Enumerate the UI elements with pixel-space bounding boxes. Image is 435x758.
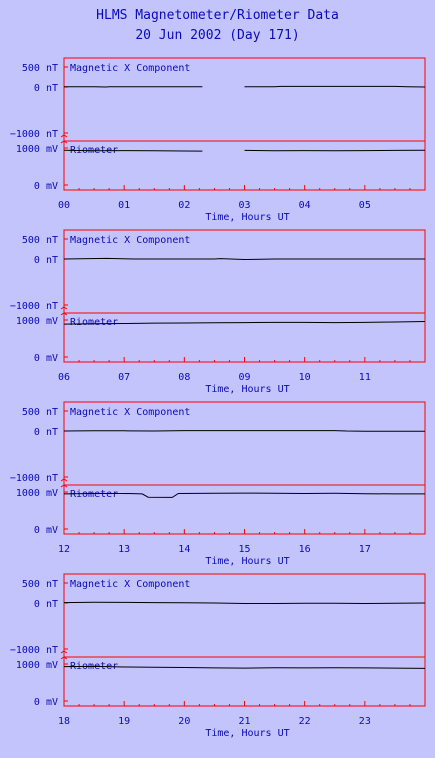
x-tick-label: 20 bbox=[178, 716, 190, 727]
x-tick-label: 10 bbox=[299, 372, 311, 383]
x-axis-label: Time, Hours UT bbox=[205, 212, 289, 223]
x-tick-label: 15 bbox=[238, 544, 250, 555]
riometer-trace bbox=[63, 665, 426, 669]
chart-title: HLMS Magnetometer/Riometer Data bbox=[96, 8, 339, 23]
riometer-trace bbox=[63, 321, 426, 325]
panel-4: 500 nT 0 nT −1000 nT 1000 mV 0 mV Magnetic X … bbox=[10, 573, 426, 739]
y-tick-label-mag: −1000 nT bbox=[10, 301, 58, 312]
y-tick-label-mag: 500 nT bbox=[22, 63, 58, 74]
x-tick-label: 07 bbox=[118, 372, 130, 383]
chart-subtitle: 20 Jun 2002 (Day 171) bbox=[135, 28, 300, 43]
panel-2: 500 nT 0 nT −1000 nT 1000 mV 0 mV Magnetic X … bbox=[10, 229, 426, 395]
riometer-trace bbox=[244, 149, 426, 152]
y-tick-label-rio: 0 mV bbox=[34, 697, 58, 708]
panel-3: 500 nT 0 nT −1000 nT 1000 mV 0 mV Magnetic X … bbox=[10, 401, 426, 567]
magnetometer-series-label: Magnetic X Component bbox=[70, 235, 190, 246]
axis-break-mark bbox=[60, 484, 68, 488]
y-tick-label-rio: 1000 mV bbox=[16, 660, 58, 671]
x-axis-label: Time, Hours UT bbox=[205, 556, 289, 567]
x-tick-label: 09 bbox=[238, 372, 250, 383]
riometer-series-label: Riometer bbox=[70, 317, 118, 328]
x-tick-label: 21 bbox=[238, 716, 250, 727]
y-tick-label-mag: 0 nT bbox=[34, 427, 58, 438]
magnetometer-series-label: Magnetic X Component bbox=[70, 407, 190, 418]
panel-1: 500 nT 0 nT −1000 nT 1000 mV 0 mV Magnetic X … bbox=[10, 57, 426, 223]
y-tick-label-rio: 0 mV bbox=[34, 353, 58, 364]
x-tick-label: 11 bbox=[359, 372, 371, 383]
x-tick-label: 01 bbox=[118, 200, 130, 211]
y-tick-label-rio: 0 mV bbox=[34, 525, 58, 536]
y-tick-label-mag: 500 nT bbox=[22, 579, 58, 590]
y-tick-label-rio: 1000 mV bbox=[16, 488, 58, 499]
magnetometer-trace bbox=[63, 601, 426, 605]
riometer-trace bbox=[63, 492, 425, 498]
x-tick-label: 19 bbox=[118, 716, 130, 727]
magnetometer-trace bbox=[244, 85, 426, 88]
riometer-trace bbox=[63, 149, 203, 152]
x-tick-label: 12 bbox=[58, 544, 70, 555]
x-tick-label: 05 bbox=[359, 200, 371, 211]
magnetometer-series-label: Magnetic X Component bbox=[70, 63, 190, 74]
x-tick-label: 23 bbox=[359, 716, 371, 727]
y-tick-label-rio: 1000 mV bbox=[16, 144, 58, 155]
x-tick-label: 06 bbox=[58, 372, 70, 383]
y-tick-label-mag: −1000 nT bbox=[10, 129, 58, 140]
axis-break-mark bbox=[60, 478, 68, 482]
axis-break-mark bbox=[60, 134, 68, 138]
x-tick-label: 14 bbox=[178, 544, 190, 555]
x-tick-label: 00 bbox=[58, 200, 70, 211]
x-tick-label: 22 bbox=[299, 716, 311, 727]
x-tick-label: 08 bbox=[178, 372, 190, 383]
x-tick-label: 16 bbox=[299, 544, 311, 555]
riometer-series-label: Riometer bbox=[70, 489, 118, 500]
y-tick-label-mag: −1000 nT bbox=[10, 473, 58, 484]
magnetometer-trace bbox=[63, 257, 425, 261]
y-tick-label-mag: 500 nT bbox=[22, 235, 58, 246]
x-tick-label: 18 bbox=[58, 716, 70, 727]
x-tick-label: 03 bbox=[238, 200, 250, 211]
axis-break-mark bbox=[60, 656, 68, 660]
y-tick-label-mag: 0 nT bbox=[34, 599, 58, 610]
x-axis-label: Time, Hours UT bbox=[205, 728, 289, 739]
axis-break-mark bbox=[60, 306, 68, 310]
y-tick-label-rio: 1000 mV bbox=[16, 316, 58, 327]
y-tick-label-mag: 500 nT bbox=[22, 407, 58, 418]
x-tick-label: 17 bbox=[359, 544, 371, 555]
axis-break-mark bbox=[60, 650, 68, 654]
y-tick-label-mag: 0 nT bbox=[34, 83, 58, 94]
x-tick-label: 04 bbox=[299, 200, 311, 211]
magnetometer-series-label: Magnetic X Component bbox=[70, 579, 190, 590]
axis-break-mark bbox=[60, 312, 68, 316]
x-tick-label: 02 bbox=[178, 200, 190, 211]
y-tick-label-rio: 0 mV bbox=[34, 181, 58, 192]
x-axis-label: Time, Hours UT bbox=[205, 384, 289, 395]
magnetometer-trace bbox=[63, 430, 425, 432]
x-tick-label: 13 bbox=[118, 544, 130, 555]
y-tick-label-mag: 0 nT bbox=[34, 255, 58, 266]
y-tick-label-mag: −1000 nT bbox=[10, 645, 58, 656]
axis-break-mark bbox=[60, 140, 68, 144]
